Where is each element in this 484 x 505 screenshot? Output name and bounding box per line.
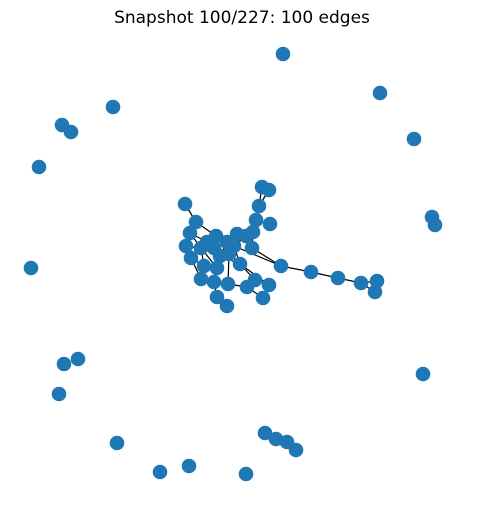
graph-node	[182, 225, 198, 241]
graph-node	[56, 356, 72, 372]
graph-node	[209, 289, 225, 305]
graph-node	[330, 270, 346, 286]
graph-node	[152, 464, 168, 480]
graph-node	[193, 240, 209, 256]
graph-node	[178, 238, 194, 254]
graph-node	[109, 435, 125, 451]
graph-node	[23, 260, 39, 276]
graph-node	[415, 366, 431, 382]
graph-node	[275, 46, 291, 62]
graph-node	[31, 159, 47, 175]
graph-node	[251, 198, 267, 214]
graph-node	[63, 124, 79, 140]
graph-node	[51, 386, 67, 402]
graph-node	[262, 216, 278, 232]
graph-node	[406, 131, 422, 147]
graph-node	[372, 85, 388, 101]
graph-node	[70, 351, 86, 367]
graph-node	[196, 258, 212, 274]
graph-node	[105, 99, 121, 115]
node-layer	[23, 46, 443, 482]
graph-node	[261, 277, 277, 293]
graph-node	[232, 256, 248, 272]
graph-node	[353, 275, 369, 291]
graph-node	[206, 274, 222, 290]
graph-node	[219, 298, 235, 314]
graph-node	[261, 182, 277, 198]
graph-node	[257, 425, 273, 441]
figure-title: Snapshot 100/227: 100 edges	[114, 8, 370, 28]
graph-node	[369, 273, 385, 289]
graph-edge	[233, 245, 282, 267]
graph-node	[248, 212, 264, 228]
graph-node	[245, 224, 261, 240]
graph-node	[221, 246, 237, 262]
graph-node	[181, 458, 197, 474]
graph-node	[209, 260, 225, 276]
graph-node	[427, 217, 443, 233]
graph-node	[255, 290, 271, 306]
graph-node	[367, 284, 383, 300]
graph-node	[238, 466, 254, 482]
graph-node	[273, 258, 289, 274]
graph-node	[177, 196, 193, 212]
graph-node	[183, 250, 199, 266]
graph-node	[220, 276, 236, 292]
graph-node	[244, 240, 260, 256]
graph-node	[188, 214, 204, 230]
graph-node	[303, 264, 319, 280]
graph-node	[193, 271, 209, 287]
graph-node	[268, 431, 284, 447]
graph-node	[288, 442, 304, 458]
graph-node	[239, 279, 255, 295]
